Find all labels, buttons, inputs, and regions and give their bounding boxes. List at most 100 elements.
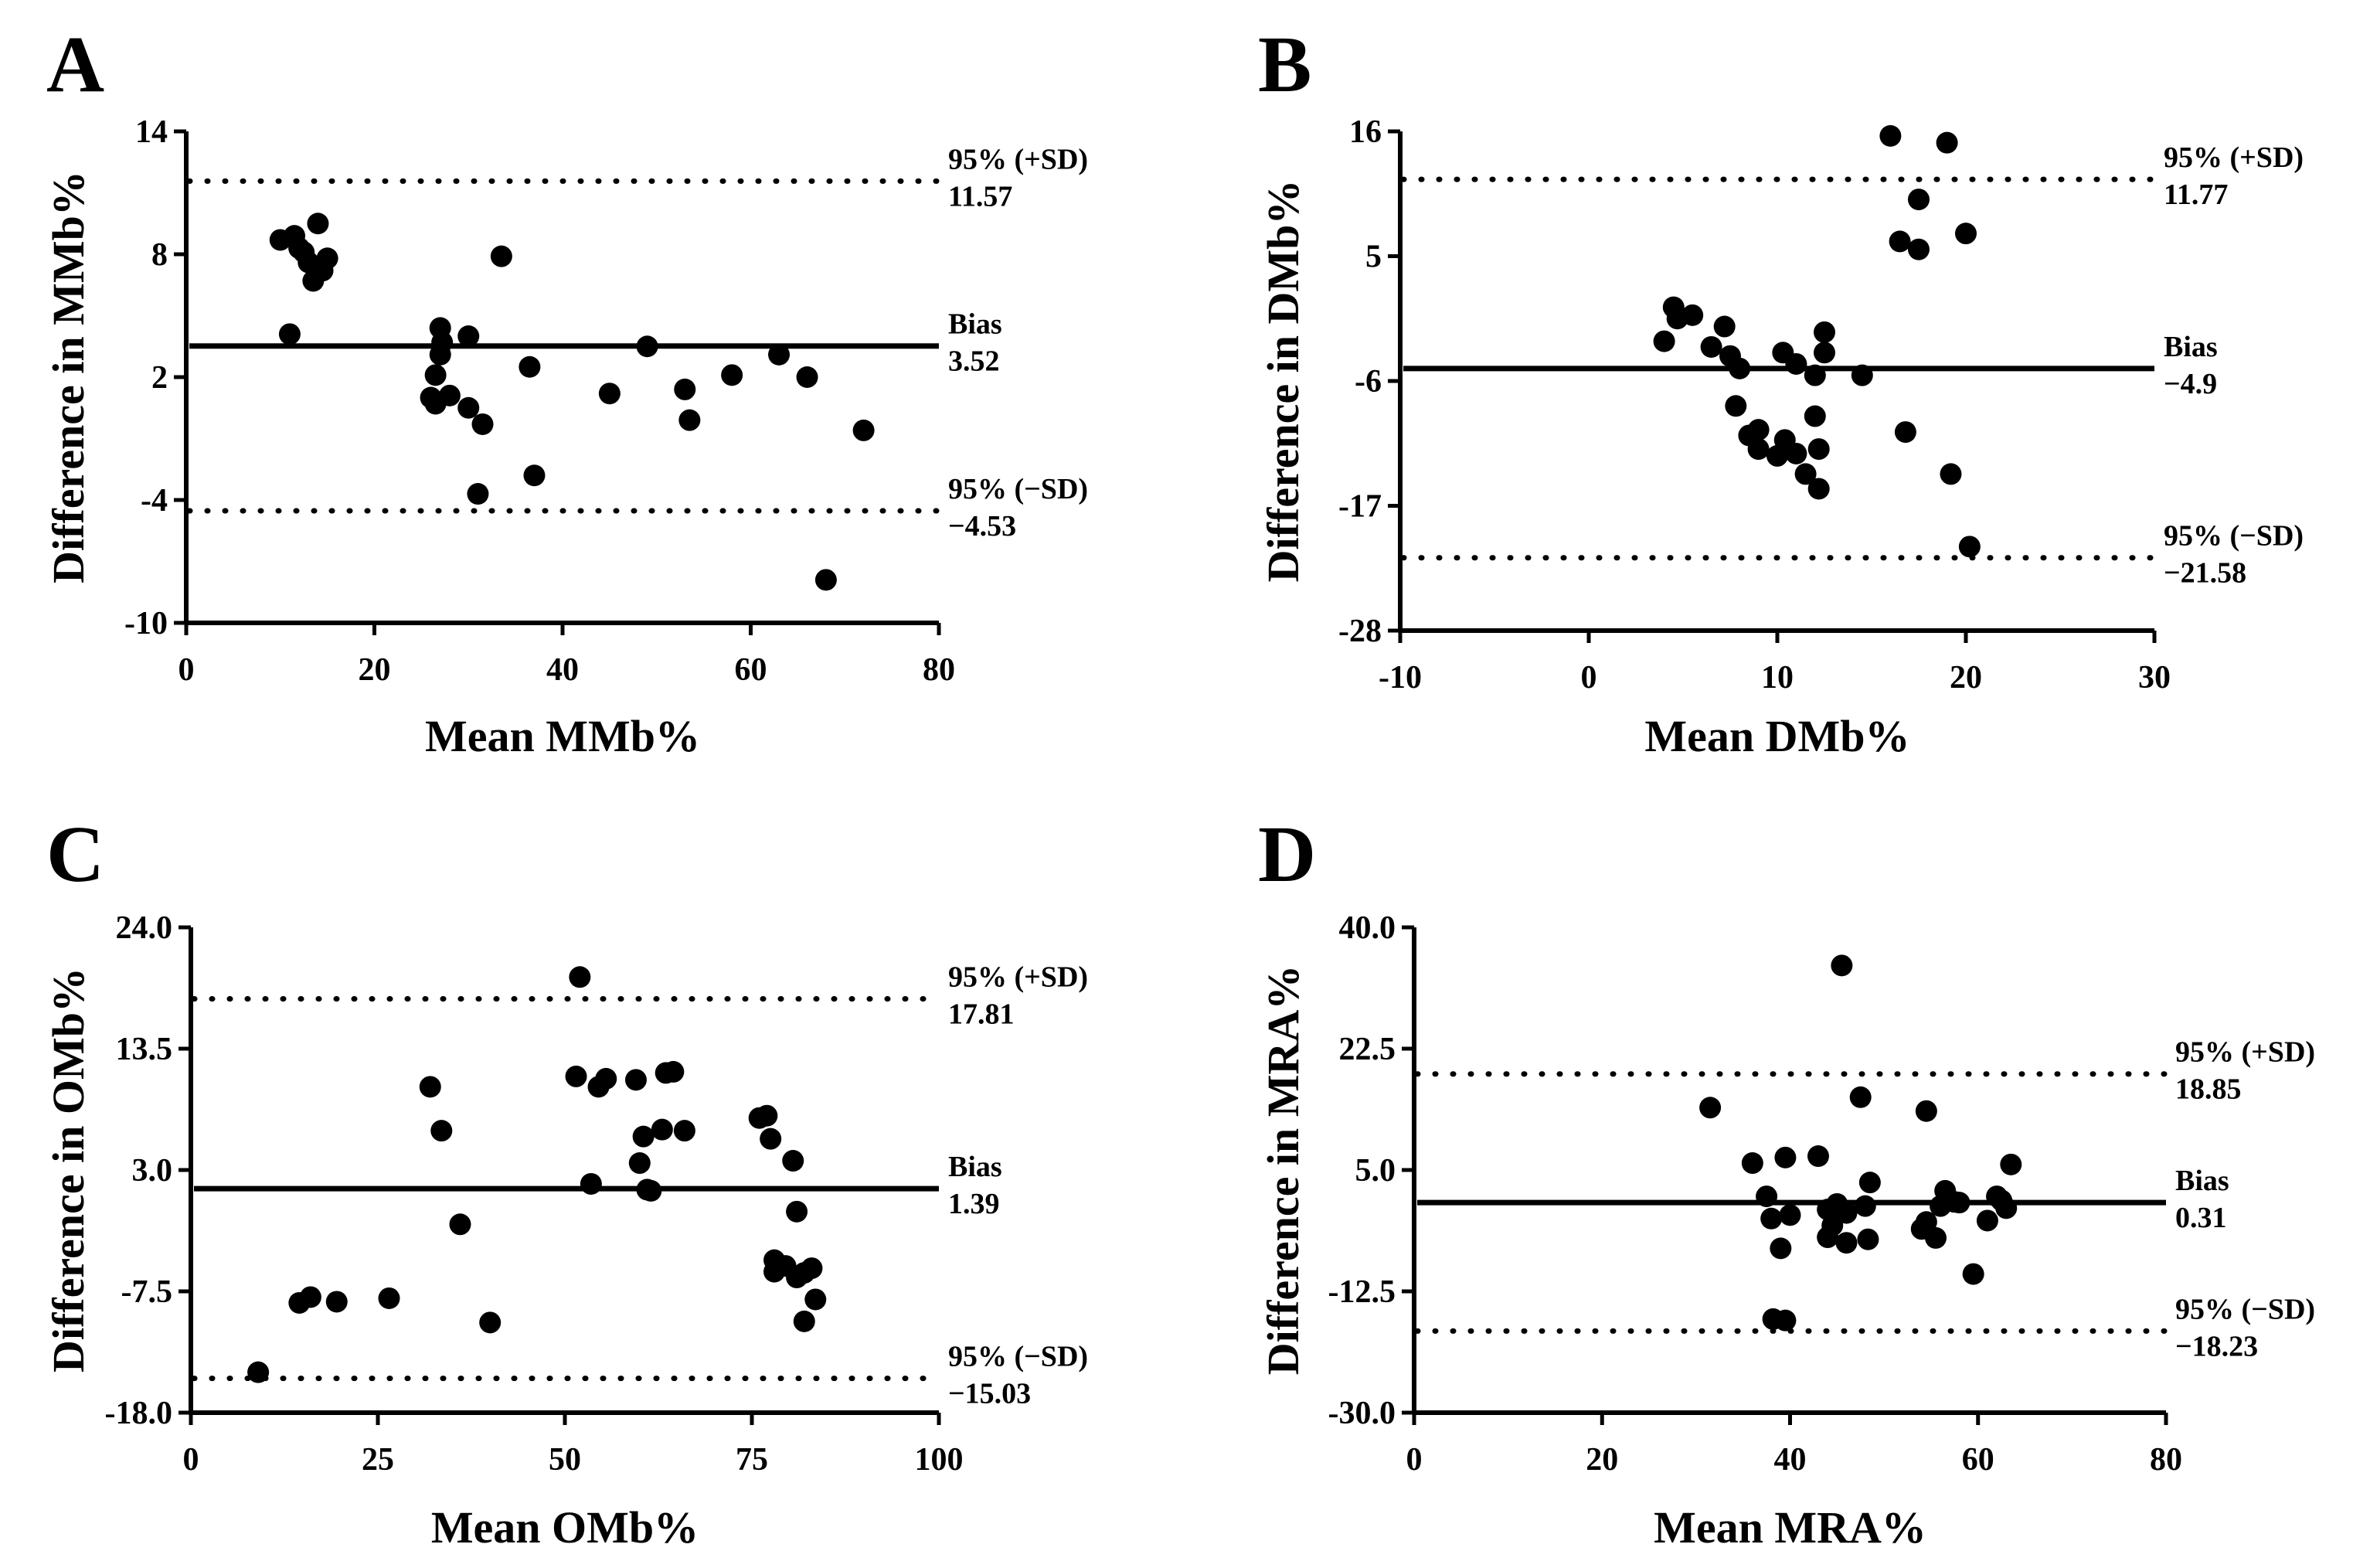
panel-letter: C — [46, 810, 104, 899]
lower-limit-value: −21.58 — [2164, 557, 2246, 590]
x-tick-label: 20 — [1950, 660, 1982, 696]
data-point — [1857, 1228, 1879, 1250]
x-tick-label: 40 — [546, 652, 579, 688]
data-point — [1774, 1309, 1797, 1332]
data-point — [814, 569, 837, 591]
x-tick-label: 25 — [362, 1442, 394, 1478]
data-point — [471, 413, 494, 435]
y-tick-label: -28 — [1338, 614, 1382, 649]
data-point — [598, 383, 621, 405]
data-point — [1747, 419, 1770, 441]
panel-d: D 0 20 40 60 80 -30.0 -12.5 5.0 22.5 40.0 Mean MRA%… — [1258, 810, 2315, 1553]
panel-letter: B — [1258, 20, 1311, 109]
data-point — [299, 1286, 321, 1308]
bias-label: Bias — [2164, 331, 2218, 363]
panel-letter: A — [46, 20, 104, 109]
data-point — [651, 1118, 673, 1141]
data-point — [1908, 238, 1930, 260]
x-tick-label: 80 — [2150, 1442, 2182, 1478]
y-tick-label: 16 — [1349, 114, 1382, 150]
lower-limit-value: −18.23 — [2175, 1330, 2258, 1362]
bias-label: Bias — [948, 1151, 1002, 1183]
data-point — [1713, 315, 1736, 338]
x-tick-label: 10 — [1761, 660, 1794, 696]
y-tick-label: -7.5 — [121, 1274, 173, 1310]
data-point — [796, 366, 818, 388]
data-point — [768, 343, 791, 366]
data-point — [1804, 405, 1826, 427]
data-point — [1770, 1237, 1792, 1260]
y-tick-label: 13.5 — [116, 1032, 173, 1067]
data-point — [673, 1120, 695, 1142]
data-point — [580, 1172, 602, 1195]
data-point — [1915, 1100, 1937, 1122]
bias-label: Bias — [2175, 1165, 2229, 1197]
data-point — [307, 213, 329, 235]
data-point — [1908, 189, 1930, 211]
data-point — [316, 247, 338, 270]
data-point — [1747, 438, 1770, 461]
lower-limit-label: 95% (−SD) — [948, 473, 1088, 505]
x-axis-title: Mean MRA% — [1654, 1502, 1926, 1553]
data-point — [1699, 1097, 1722, 1119]
y-axis-title: Difference in DMb% — [1258, 180, 1308, 583]
upper-limit-label: 95% (+SD) — [948, 961, 1088, 994]
x-tick-label: 100 — [915, 1442, 964, 1478]
data-point — [786, 1200, 808, 1223]
data-point — [457, 325, 480, 347]
data-point — [519, 355, 541, 378]
x-tick-label: 0 — [1406, 1442, 1423, 1478]
data-point — [1955, 223, 1977, 245]
x-tick-label: 60 — [1962, 1442, 1994, 1478]
data-point — [636, 335, 658, 358]
data-point — [302, 270, 325, 292]
bias-value: 1.39 — [948, 1188, 1000, 1220]
y-tick-label: 2 — [151, 360, 168, 396]
data-point — [419, 1076, 441, 1098]
data-point — [429, 343, 451, 366]
data-point — [1925, 1226, 1947, 1249]
y-tick-label: 5.0 — [1355, 1153, 1396, 1189]
data-point — [1807, 478, 1830, 500]
data-point — [490, 245, 512, 267]
data-point — [523, 464, 546, 487]
data-point — [278, 323, 301, 345]
data-point — [804, 1288, 827, 1311]
upper-limit-value: 11.57 — [948, 180, 1012, 213]
x-tick-label: -10 — [1379, 660, 1422, 696]
data-point — [1962, 1263, 1984, 1285]
bias-value: 3.52 — [948, 345, 1000, 378]
data-point — [1879, 124, 1902, 147]
lower-limit-value: −15.03 — [948, 1378, 1031, 1410]
data-point — [801, 1257, 823, 1280]
data-point — [782, 1150, 804, 1172]
upper-limit-label: 95% (+SD) — [2164, 141, 2304, 174]
x-tick-label: 75 — [736, 1442, 768, 1478]
bias-value: −4.9 — [2164, 368, 2217, 400]
upper-limit-value: 17.81 — [948, 998, 1015, 1031]
x-axis-title: Mean MMb% — [425, 711, 700, 761]
data-point — [793, 1310, 815, 1332]
data-point — [1779, 1204, 1801, 1226]
data-point — [1807, 1145, 1829, 1168]
y-tick-label: -4 — [141, 483, 168, 519]
data-point — [325, 1291, 348, 1313]
data-point — [1681, 304, 1704, 326]
y-axis-title: Difference in OMb% — [43, 968, 94, 1372]
y-tick-label: 14 — [135, 114, 168, 150]
data-point — [721, 364, 743, 386]
x-tick-label: 0 — [1581, 660, 1597, 696]
upper-limit-label: 95% (+SD) — [2175, 1036, 2315, 1069]
data-point — [1760, 1207, 1783, 1230]
data-point — [1821, 1214, 1844, 1236]
data-point — [852, 419, 875, 441]
x-tick-label: 50 — [549, 1442, 581, 1478]
data-point — [1785, 442, 1807, 464]
data-point — [1807, 438, 1830, 461]
data-point — [624, 1069, 647, 1091]
data-point — [1804, 364, 1826, 386]
data-point — [1948, 1192, 1970, 1214]
data-point — [1831, 954, 1853, 977]
lower-limit-label: 95% (−SD) — [948, 1341, 1088, 1373]
data-point — [1995, 1197, 2018, 1219]
